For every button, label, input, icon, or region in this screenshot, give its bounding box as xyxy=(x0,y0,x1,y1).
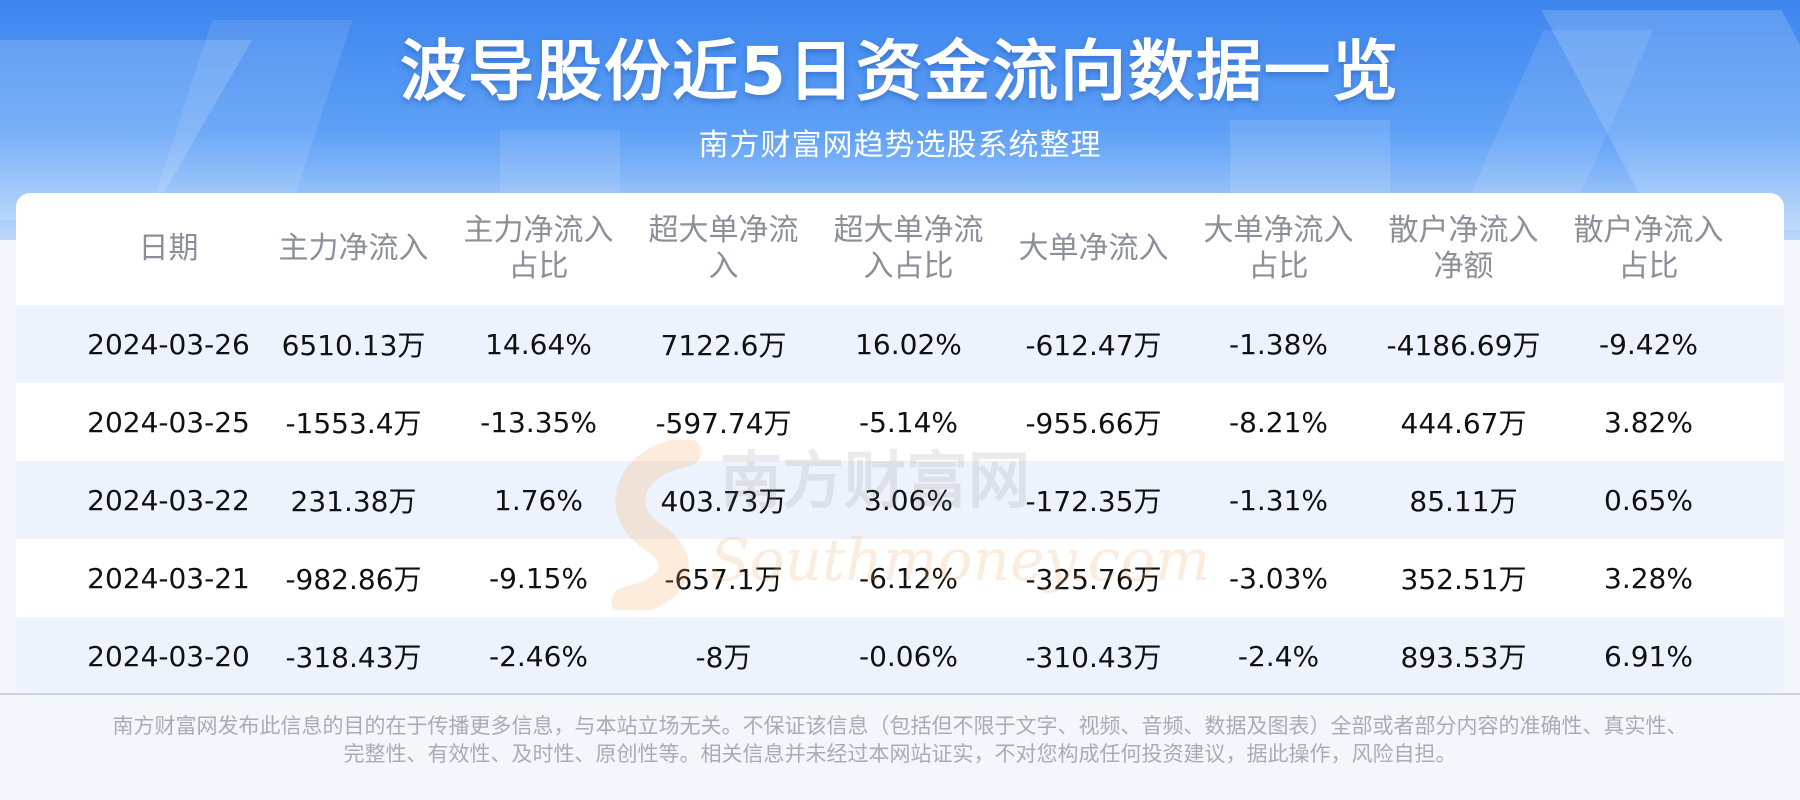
disclaimer: 南方财富网发布此信息的目的在于传播更多信息，与本站立场无关。不保证该信息（包括但… xyxy=(60,712,1740,768)
table-header: 日期 主力净流入 主力净流入 占比 超大单净流入 超大单净流 入占比 大单净流入 大… xyxy=(16,193,1784,305)
cell-date: 2024-03-20 xyxy=(87,639,250,673)
column-header-main-net-inflow-ratio: 主力净流入 占比 xyxy=(463,213,614,284)
cell-super-large-net-inflow-ratio: -5.14% xyxy=(858,405,959,439)
column-header-retail-net-inflow-ratio: 散户净流入 占比 xyxy=(1573,213,1724,284)
cell-super-large-net-inflow: 7122.6万 xyxy=(660,329,787,362)
cell-super-large-net-inflow-ratio: -0.06% xyxy=(858,639,959,673)
cell-large-net-inflow-ratio: -8.21% xyxy=(1228,405,1329,439)
cell-retail-net-inflow-amount: 352.51万 xyxy=(1400,563,1527,596)
cell-retail-net-inflow-amount: 893.53万 xyxy=(1400,641,1527,674)
page-subtitle: 南方财富网趋势选股系统整理 xyxy=(698,128,1102,163)
cell-super-large-net-inflow-ratio: -6.12% xyxy=(858,561,959,595)
cell-super-large-net-inflow: -597.74万 xyxy=(655,407,792,440)
table-row: 2024-03-25 -1553.4万 -13.35% -597.74万 -5.… xyxy=(16,383,1784,461)
table-row: 2024-03-26 6510.13万 14.64% 7122.6万 16.02… xyxy=(16,305,1784,383)
table-card xyxy=(16,193,1784,693)
cell-retail-net-inflow-ratio: 6.91% xyxy=(1604,639,1693,673)
footer-divider xyxy=(0,693,1800,695)
cell-large-net-inflow-ratio: -2.4% xyxy=(1237,639,1320,673)
cell-main-net-inflow-ratio: 14.64% xyxy=(485,327,592,361)
cell-large-net-inflow-ratio: -1.38% xyxy=(1228,327,1329,361)
cell-large-net-inflow: -612.47万 xyxy=(1025,329,1162,362)
table-row: 2024-03-22 231.38万 1.76% 403.73万 3.06% -… xyxy=(16,461,1784,539)
cell-main-net-inflow: -1553.4万 xyxy=(285,407,422,440)
column-header-retail-net-inflow-amount: 散户净流入 净额 xyxy=(1388,213,1539,284)
cell-large-net-inflow: -325.76万 xyxy=(1025,563,1162,596)
cell-date: 2024-03-22 xyxy=(87,483,250,517)
banner-decoration xyxy=(1230,120,1390,200)
disclaimer-line: 完整性、有效性、及时性、原创性等。相关信息并未经过本网站证实，不对您构成任何投资… xyxy=(343,742,1457,766)
cell-main-net-inflow-ratio: 1.76% xyxy=(494,483,583,517)
cell-main-net-inflow-ratio: -13.35% xyxy=(480,405,597,439)
cell-super-large-net-inflow: -8万 xyxy=(695,641,752,674)
column-header-main-net-inflow: 主力净流入 xyxy=(278,231,429,266)
cell-retail-net-inflow-ratio: 3.82% xyxy=(1604,405,1693,439)
cell-main-net-inflow-ratio: -9.15% xyxy=(488,561,589,595)
cell-super-large-net-inflow: 403.73万 xyxy=(660,485,787,518)
cell-retail-net-inflow-ratio: 3.28% xyxy=(1604,561,1693,595)
cell-large-net-inflow-ratio: -1.31% xyxy=(1228,483,1329,517)
disclaimer-line: 南方财富网发布此信息的目的在于传播更多信息，与本站立场无关。不保证该信息（包括但… xyxy=(112,714,1688,738)
cell-main-net-inflow: -982.86万 xyxy=(285,563,422,596)
cell-large-net-inflow: -310.43万 xyxy=(1025,641,1162,674)
cell-large-net-inflow-ratio: -3.03% xyxy=(1228,561,1329,595)
cell-retail-net-inflow-amount: 85.11万 xyxy=(1409,485,1518,518)
cell-date: 2024-03-25 xyxy=(87,405,250,439)
table-row: 2024-03-20 -318.43万 -2.46% -8万 -0.06% -3… xyxy=(16,617,1784,695)
cell-super-large-net-inflow-ratio: 3.06% xyxy=(864,483,953,517)
cell-retail-net-inflow-amount: -4186.69万 xyxy=(1386,329,1541,362)
column-header-super-large-net-inflow-ratio: 超大单净流 入占比 xyxy=(833,213,984,284)
cell-retail-net-inflow-ratio: -9.42% xyxy=(1598,327,1699,361)
cell-main-net-inflow: -318.43万 xyxy=(285,641,422,674)
cell-retail-net-inflow-ratio: 0.65% xyxy=(1604,483,1693,517)
page-title: 波导股份近5日资金流向数据一览 xyxy=(400,33,1400,110)
column-header-date: 日期 xyxy=(138,231,199,266)
cell-retail-net-inflow-amount: 444.67万 xyxy=(1400,407,1527,440)
banner-decoration xyxy=(500,130,620,200)
cell-super-large-net-inflow-ratio: 16.02% xyxy=(855,327,962,361)
column-header-large-net-inflow-ratio: 大单净流入 占比 xyxy=(1203,213,1354,284)
cell-super-large-net-inflow: -657.1万 xyxy=(664,563,783,596)
cell-main-net-inflow: 6510.13万 xyxy=(281,329,426,362)
cell-large-net-inflow: -955.66万 xyxy=(1025,407,1162,440)
cell-large-net-inflow: -172.35万 xyxy=(1025,485,1162,518)
cell-main-net-inflow-ratio: -2.46% xyxy=(488,639,589,673)
column-header-super-large-net-inflow: 超大单净流入 xyxy=(648,213,799,284)
column-header-large-net-inflow: 大单净流入 xyxy=(1018,231,1169,266)
cell-main-net-inflow: 231.38万 xyxy=(290,485,417,518)
cell-date: 2024-03-21 xyxy=(87,561,250,595)
cell-date: 2024-03-26 xyxy=(87,327,250,361)
table-row: 2024-03-21 -982.86万 -9.15% -657.1万 -6.12… xyxy=(16,539,1784,617)
